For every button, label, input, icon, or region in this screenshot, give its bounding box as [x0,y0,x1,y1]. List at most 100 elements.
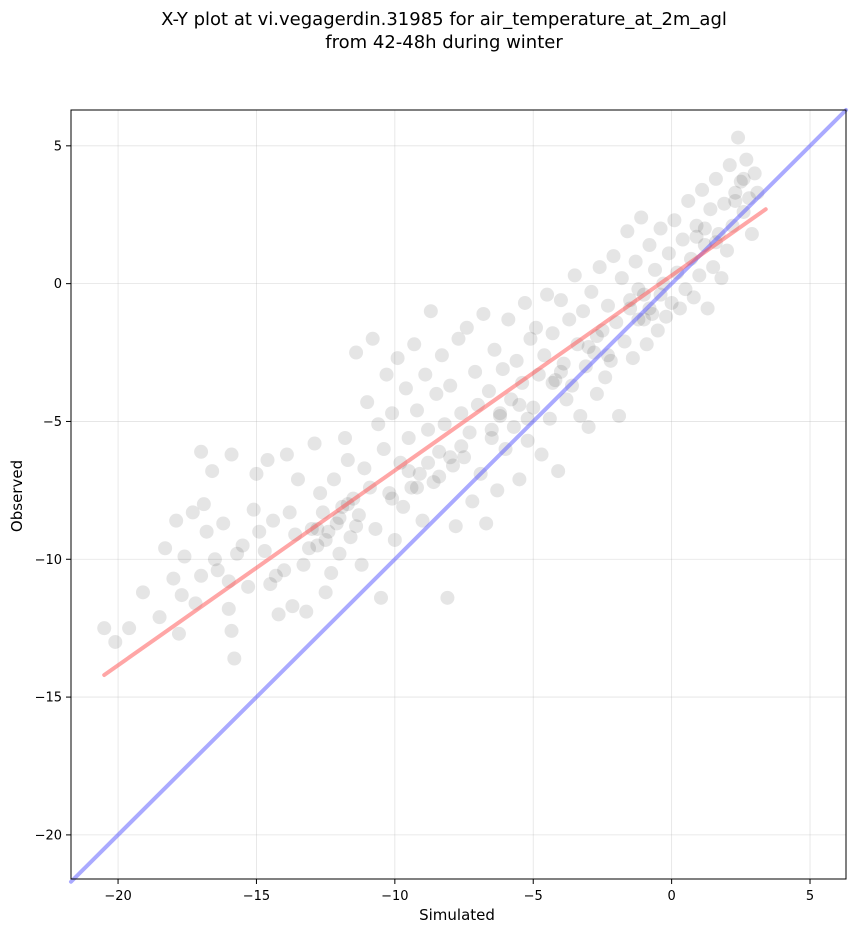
data-point [553,293,568,308]
data-point [733,174,748,189]
data-point [457,450,472,465]
data-point [290,472,305,487]
data-point [307,436,322,451]
data-point [592,260,607,275]
data-point [409,403,424,418]
data-point [221,601,236,616]
data-point [501,312,516,327]
data-point [177,549,192,564]
data-point [526,400,541,415]
data-point [529,320,543,335]
data-point [584,284,599,299]
data-point [728,193,743,208]
data-point [371,417,386,432]
data-point [310,538,325,553]
data-point [313,486,328,501]
y-tick-label: 0 [54,277,62,292]
data-point [401,464,416,479]
data-point [122,621,137,636]
data-point [661,246,676,261]
data-point [484,422,499,437]
data-point [476,306,491,321]
data-point [445,458,460,473]
data-point [249,466,264,481]
data-point [241,579,256,594]
data-point [517,295,532,310]
data-point [374,590,388,605]
data-point [639,337,654,352]
data-point [648,262,663,277]
data-point [349,519,364,534]
data-point [462,425,477,440]
reference-lines [69,108,848,884]
data-point [484,430,499,445]
data-point [354,557,369,572]
scatter-points [97,130,765,666]
data-point [407,337,422,352]
data-point [728,185,743,200]
data-point [216,516,231,531]
data-point [481,384,496,399]
data-point [512,397,527,412]
data-point [263,577,278,592]
data-point [493,406,508,421]
grid-lines [71,110,846,879]
data-point [562,312,577,327]
y-tick-label: −5 [43,415,62,430]
data-point [479,516,494,531]
data-point [495,362,510,377]
data-point [589,386,604,401]
data-point [581,419,596,434]
data-point [343,530,358,545]
data-point [158,541,173,556]
data-point [282,505,297,520]
data-point [257,544,272,559]
data-point [736,171,751,186]
data-point [415,513,430,528]
data-point [625,351,640,366]
data-point [628,254,643,269]
data-point [600,298,615,313]
data-point [506,419,521,434]
data-point [260,453,275,468]
data-point [315,505,330,520]
data-point [194,444,209,459]
data-point [567,268,582,283]
data-point [617,334,632,349]
data-point [409,480,424,495]
data-point [645,306,660,321]
data-point [689,218,704,233]
data-point [169,513,184,528]
data-point [448,519,463,534]
data-point [224,623,239,638]
data-point [252,524,267,539]
data-point [509,353,524,368]
data-point [504,392,519,407]
data-point [268,568,283,583]
identity-line [69,108,848,884]
x-axis-label: Simulated [419,906,495,924]
data-point [432,469,447,484]
x-tick-label: −15 [243,889,270,904]
chart-title: X-Y plot at vi.vegagerdin.31985 for air_… [161,9,727,53]
data-point [418,367,433,382]
data-point [717,196,732,211]
data-point [451,331,466,346]
data-point [490,483,505,498]
x-tick-label: −20 [104,889,131,904]
data-point [332,546,347,561]
data-point [697,221,712,236]
y-tick-label: −15 [35,691,62,706]
data-point [437,417,452,432]
data-point [731,130,746,145]
data-point [465,494,480,509]
y-tick-label: −10 [35,553,62,568]
data-point [614,271,629,286]
data-point [207,552,222,567]
data-point [365,331,380,346]
x-tick-label: 0 [667,889,675,904]
data-point [318,532,333,547]
data-point [277,563,292,578]
data-point [747,166,762,181]
y-tick-label: 5 [54,139,62,154]
